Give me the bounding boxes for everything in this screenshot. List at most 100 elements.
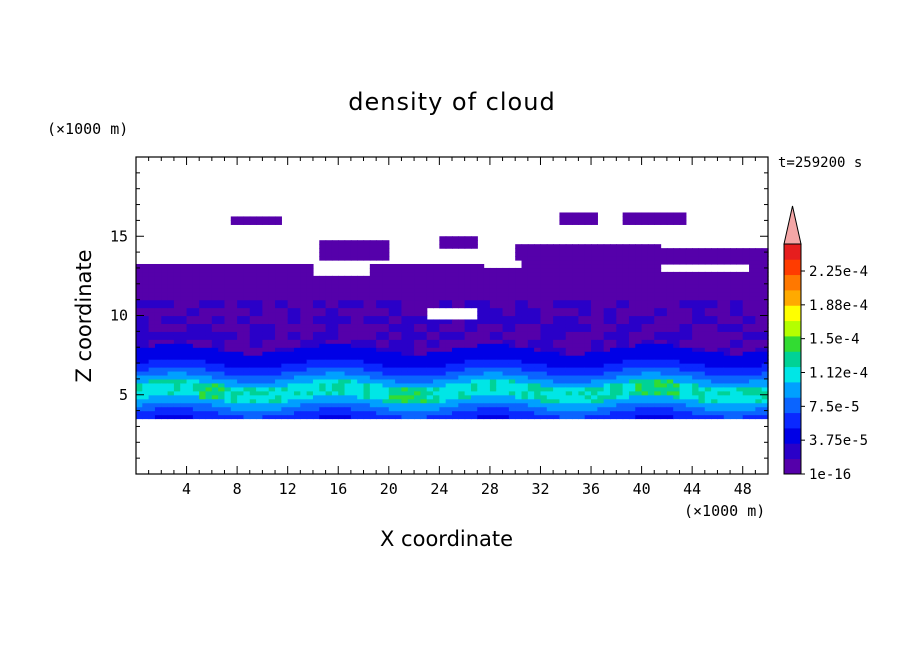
density-cell (395, 267, 403, 273)
density-cell (540, 311, 548, 317)
density-cell (584, 263, 592, 269)
density-cell (527, 394, 535, 400)
density-cell (268, 283, 276, 289)
density-cell (717, 311, 725, 317)
density-cell (249, 339, 257, 344)
density-cell (470, 236, 478, 241)
density-cell (673, 355, 681, 360)
density-cell (508, 267, 516, 273)
density-cell (306, 295, 314, 301)
density-cell (553, 287, 561, 293)
density-cell (401, 414, 409, 420)
density-cell (211, 307, 219, 313)
density-cell (363, 307, 371, 313)
density-cell (508, 335, 516, 340)
density-cell (439, 263, 447, 269)
density-cell (553, 323, 561, 328)
density-cell (420, 327, 428, 332)
density-cell (534, 406, 542, 412)
density-cell (591, 390, 598, 396)
density-cell (654, 339, 662, 344)
density-cell (616, 263, 624, 269)
density-cell (445, 299, 453, 305)
density-cell (426, 299, 434, 305)
density-cell (420, 303, 428, 309)
density-cell (565, 394, 573, 400)
density-cell (312, 347, 320, 352)
density-cell (173, 299, 181, 305)
density-cell (211, 327, 219, 332)
density-cell (578, 263, 586, 269)
x-tick-label: 24 (430, 480, 448, 498)
density-cell (243, 390, 251, 396)
density-cell (306, 291, 314, 297)
density-cell (559, 212, 567, 218)
density-cell (666, 367, 674, 372)
density-cell (616, 398, 624, 404)
density-cell (723, 299, 731, 305)
density-cell (761, 260, 769, 265)
density-cell (502, 291, 510, 297)
density-cell (749, 402, 756, 408)
density-cell (281, 283, 289, 289)
density-cell (199, 263, 207, 269)
density-cell (647, 343, 655, 348)
density-cell (521, 374, 529, 380)
density-cell (565, 370, 573, 376)
density-cell (742, 307, 750, 313)
density-cell (673, 367, 681, 372)
density-cell (755, 343, 763, 348)
density-cell (711, 370, 719, 376)
density-cell (616, 402, 624, 408)
density-cell (540, 347, 548, 352)
density-cell (521, 283, 529, 289)
density-cell (294, 406, 301, 412)
density-cell (199, 359, 207, 364)
density-cell (616, 291, 624, 297)
density-cell (281, 339, 289, 344)
density-cell (199, 363, 207, 368)
density-cell (211, 287, 219, 293)
density-cell (635, 271, 643, 277)
density-cell (647, 303, 655, 309)
density-cell (489, 323, 497, 328)
density-cell (723, 319, 731, 325)
density-cell (426, 339, 434, 344)
density-cell (287, 394, 295, 400)
density-cell (641, 347, 649, 352)
density-cell (167, 287, 175, 293)
density-cell (281, 390, 289, 396)
density-cell (218, 390, 226, 396)
density-cell (452, 378, 459, 384)
density-cell (344, 252, 352, 257)
density-cell (395, 275, 403, 281)
density-cell (433, 283, 440, 289)
density-cell (736, 386, 744, 392)
density-cell (205, 303, 213, 309)
density-cell (477, 327, 485, 332)
density-cell (673, 271, 681, 277)
density-cell (312, 335, 320, 340)
density-cell (186, 307, 194, 313)
density-cell (603, 279, 611, 285)
density-cell (470, 370, 478, 376)
density-cell (496, 367, 504, 372)
density-cell (489, 390, 497, 396)
density-cell (167, 343, 175, 348)
density-cell (300, 406, 308, 412)
density-cell (477, 291, 485, 297)
density-cell (534, 370, 542, 376)
density-cell (230, 355, 238, 360)
density-cell (382, 307, 390, 313)
density-cell (749, 267, 756, 273)
density-cell (300, 275, 308, 281)
density-cell (300, 359, 308, 364)
density-cell (597, 359, 605, 364)
density-cell (496, 398, 504, 404)
density-cell (508, 386, 516, 392)
density-cell (591, 398, 598, 404)
density-cell (275, 390, 282, 396)
density-cell (180, 398, 188, 404)
x-tick-label: 20 (380, 480, 398, 498)
density-cell (433, 327, 440, 332)
